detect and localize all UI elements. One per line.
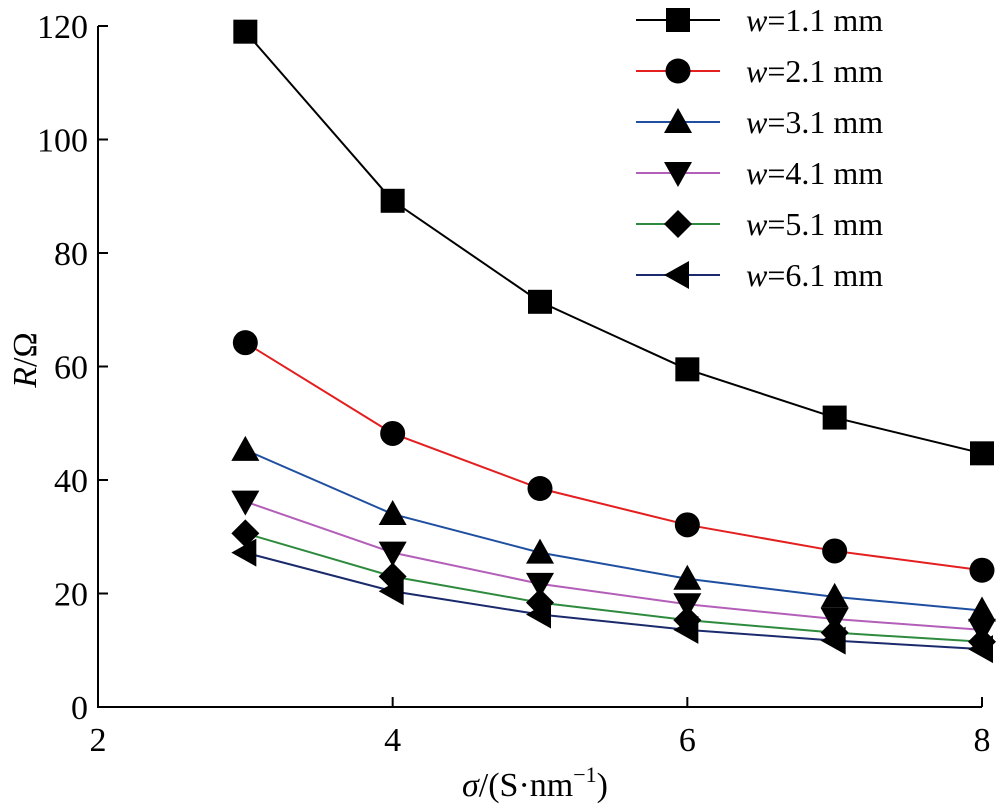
- data-point: [527, 476, 553, 502]
- series-5: [231, 519, 996, 656]
- data-point: [673, 564, 702, 590]
- legend-label-var: w: [746, 155, 768, 191]
- legend-entry-5: w=5.1 mm: [636, 206, 883, 242]
- legend-label: w=5.1 mm: [746, 206, 883, 242]
- data-point: [378, 500, 407, 526]
- data-point: [968, 596, 996, 622]
- series-6: [231, 538, 993, 664]
- legend-label: w=6.1 mm: [746, 257, 883, 293]
- y-axis-label: R/Ω: [7, 332, 44, 389]
- x-axis-label-rest: /(S·nm: [479, 767, 573, 804]
- legend-label-value: =4.1 mm: [767, 155, 883, 191]
- series-1: [233, 19, 994, 466]
- series-line: [244, 341, 983, 572]
- y-tick-label: 0: [71, 690, 88, 727]
- series-2: [232, 330, 995, 583]
- legend-marker: [664, 210, 692, 238]
- legend-entry-2: w=2.1 mm: [636, 53, 883, 89]
- data-point: [673, 593, 702, 619]
- series-line: [245, 532, 983, 643]
- x-tick-label: 6: [679, 722, 696, 759]
- legend-label-value: =3.1 mm: [767, 104, 883, 140]
- data-point: [968, 635, 993, 664]
- legend-label: w=3.1 mm: [746, 104, 883, 140]
- data-point: [820, 582, 849, 608]
- series-line: [244, 449, 983, 612]
- data-point: [674, 512, 700, 538]
- legend-label-var: w: [746, 104, 768, 140]
- x-tick-label: 8: [974, 722, 991, 759]
- data-point: [970, 441, 994, 466]
- data-point: [673, 615, 699, 644]
- series-layer: [231, 19, 996, 664]
- y-axis-label-rest: /Ω: [7, 332, 44, 367]
- x-tick-label: 4: [384, 722, 401, 759]
- data-point: [231, 435, 260, 461]
- legend-marker: [664, 261, 689, 289]
- legend-entry-4: w=4.1 mm: [636, 155, 883, 191]
- data-point: [526, 600, 551, 629]
- x-tick-label: 2: [90, 722, 107, 759]
- y-tick-label: 20: [54, 577, 88, 614]
- legend-label-value: =1.1 mm: [767, 2, 883, 38]
- legend-marker: [664, 108, 692, 133]
- legend-entry-1: w=1.1 mm: [636, 2, 883, 38]
- data-point: [526, 572, 554, 598]
- legend-label: w=4.1 mm: [746, 155, 883, 191]
- data-point: [675, 357, 700, 382]
- data-point: [232, 330, 258, 356]
- x-axis-label: σ/(S·nm−1): [462, 762, 608, 804]
- legend-marker: [666, 8, 690, 32]
- data-point: [380, 188, 405, 213]
- data-point: [380, 420, 406, 446]
- x-axis-label-close: ): [597, 767, 608, 804]
- data-point: [526, 538, 554, 564]
- series-line: [245, 551, 983, 651]
- series-3: [231, 435, 996, 622]
- legend-label-var: w: [746, 2, 768, 38]
- data-point: [231, 490, 260, 516]
- series-4: [231, 490, 996, 644]
- y-tick-label: 40: [54, 463, 88, 500]
- legend-label-value: =2.1 mm: [767, 53, 883, 89]
- data-point: [231, 519, 260, 548]
- data-point: [231, 538, 257, 567]
- y-tick-label: 120: [37, 9, 88, 46]
- legend-entry-3: w=3.1 mm: [636, 104, 883, 140]
- legend-marker: [664, 162, 692, 187]
- axes: 0 20 40 60 80 100 120 2 4 6 8: [37, 9, 991, 759]
- legend-label-var: w: [746, 257, 768, 293]
- legend-label-value: =5.1 mm: [767, 206, 883, 242]
- x-axis-label-italic: σ: [462, 767, 480, 804]
- data-point: [820, 626, 846, 655]
- legend-label-value: =6.1 mm: [767, 257, 883, 293]
- data-point: [822, 538, 848, 564]
- y-axis-label-italic: R: [7, 367, 44, 389]
- legend-label: w=1.1 mm: [746, 2, 883, 38]
- legend-label-var: w: [746, 53, 768, 89]
- legend-entry-6: w=6.1 mm: [636, 257, 883, 293]
- legend-label: w=2.1 mm: [746, 53, 883, 89]
- data-point: [378, 577, 404, 606]
- data-point: [969, 557, 995, 583]
- x-axis-label-sup: −1: [573, 762, 596, 787]
- series-line: [245, 500, 983, 631]
- y-tick-label: 100: [37, 123, 88, 160]
- data-point: [822, 405, 847, 430]
- legend-marker: [665, 58, 691, 84]
- legend-label-var: w: [746, 206, 768, 242]
- y-tick-label: 60: [54, 350, 88, 387]
- legend: w=1.1 mmw=2.1 mmw=3.1 mmw=4.1 mmw=5.1 mm…: [636, 2, 883, 293]
- y-tick-label: 80: [54, 236, 88, 273]
- data-point: [233, 19, 258, 44]
- data-point: [528, 289, 552, 314]
- data-point: [378, 541, 407, 567]
- series-line: [244, 31, 983, 455]
